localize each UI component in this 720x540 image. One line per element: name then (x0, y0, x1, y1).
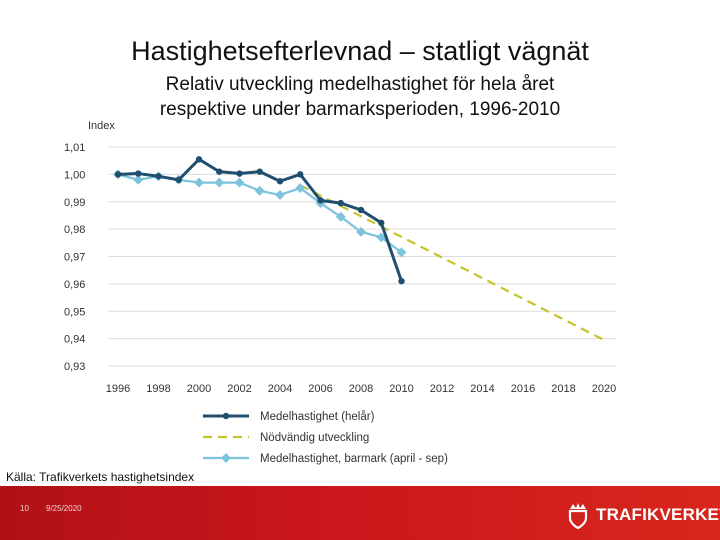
series-line-nodvandig (299, 184, 605, 341)
data-point-barmark (214, 177, 225, 188)
crown-shield-icon (568, 503, 588, 529)
data-point-helar (276, 178, 284, 185)
data-point-barmark (335, 211, 346, 222)
x-tick-label: 2008 (349, 383, 373, 395)
y-axis-label: Index (88, 120, 115, 132)
x-tick-label: 2006 (308, 383, 332, 395)
x-tick-label: 1996 (106, 383, 130, 395)
speed-index-chart: Index 0,93 0,94 0,95 0,96 0,97 0,98 0,99 1,00 1,0… (64, 120, 616, 465)
slide-title: Hastighetsefterlevnad – statligt vägnät (131, 36, 589, 66)
legend-swatch-marker (221, 453, 231, 463)
data-point-barmark (194, 177, 204, 188)
x-tick-label: 1998 (146, 383, 170, 395)
x-tick-label: 2002 (227, 383, 251, 395)
data-point-helar (378, 219, 385, 227)
legend-item-helar: Medelhastighet (helår) (260, 411, 375, 423)
data-point-helar (155, 173, 162, 180)
y-tick-label: 0,96 (64, 279, 85, 291)
footer-band (0, 486, 720, 540)
data-point-helar (195, 156, 203, 163)
grid-layer (108, 146, 616, 367)
legend: Medelhastighet (helår) Nödvändig utveckli… (203, 411, 448, 465)
tick-layer: Index 0,93 0,94 0,95 0,96 0,97 0,98 0,99 1,00 1,0… (64, 120, 616, 395)
page-number: 10 (20, 504, 29, 513)
logo-text: TRAFIKVERKET (596, 505, 720, 524)
data-point-helar (114, 171, 122, 178)
data-point-helar (175, 176, 182, 184)
y-tick-label: 0,95 (64, 306, 85, 318)
data-point-barmark (234, 177, 245, 188)
legend-item-nodvandig: Nödvändig utveckling (260, 432, 369, 444)
data-point-helar (317, 197, 324, 204)
slide-subtitle: Relativ utveckling medelhastighet för he… (0, 72, 720, 122)
data-point-helar (337, 199, 344, 207)
data-point-helar (135, 170, 142, 177)
subtitle-line-2: respektive under barmarksperioden, 1996-… (159, 99, 561, 120)
source-note: Källa: Trafikverkets hastighetsindex (6, 470, 195, 484)
data-point-helar (236, 170, 243, 177)
data-point-helar (398, 277, 405, 285)
footer-bar: 10 9/25/2020 (0, 486, 720, 540)
x-tick-label: 2010 (389, 383, 413, 395)
legend-swatch-marker (222, 412, 230, 420)
data-point-barmark (295, 183, 306, 194)
y-tick-label: 0,93 (64, 361, 85, 373)
data-point-barmark (376, 232, 387, 243)
data-point-helar (216, 168, 223, 175)
x-tick-label: 2004 (268, 383, 292, 395)
x-tick-label: 2020 (592, 383, 616, 395)
x-tick-label: 2014 (470, 383, 494, 395)
y-tick-label: 0,98 (64, 224, 85, 236)
data-point-barmark (275, 189, 285, 200)
data-point-helar (357, 206, 365, 214)
x-tick-label: 2016 (511, 383, 535, 395)
x-tick-label: 2000 (187, 383, 211, 395)
slide-date: 9/25/2020 (46, 504, 82, 513)
legend-item-barmark: Medelhastighet, barmark (april - sep) (260, 453, 448, 465)
y-tick-label: 1,01 (64, 142, 85, 154)
y-tick-label: 1,00 (64, 169, 85, 181)
x-tick-label: 2018 (551, 383, 575, 395)
y-tick-label: 0,97 (64, 252, 85, 264)
data-point-barmark (356, 226, 366, 237)
series-layer (113, 156, 605, 341)
x-tick-label: 2012 (430, 383, 454, 395)
y-tick-label: 0,99 (64, 197, 85, 209)
data-point-helar (256, 168, 263, 175)
trafikverket-logo: TRAFIKVERKET (566, 500, 720, 530)
data-point-barmark (254, 185, 265, 196)
data-point-helar (297, 171, 304, 178)
y-tick-label: 0,94 (64, 334, 85, 346)
subtitle-line-1: Relativ utveckling medelhastighet för he… (165, 74, 555, 95)
data-point-barmark (396, 247, 407, 258)
data-point-barmark (133, 174, 144, 185)
